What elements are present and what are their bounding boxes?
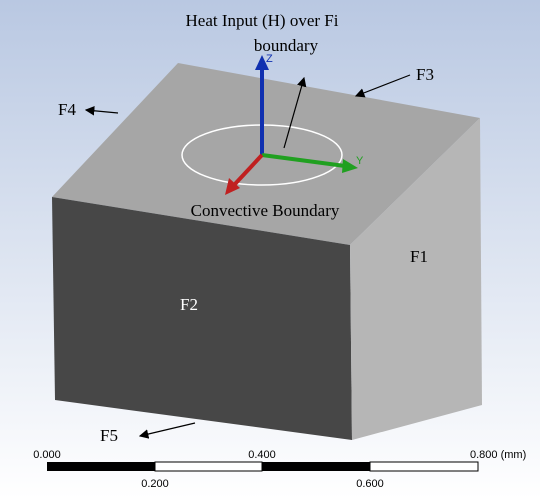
z-label: Z [266, 53, 273, 65]
scale-segment [369, 461, 479, 472]
right-face [350, 118, 482, 440]
face-label: F5 [100, 426, 118, 445]
scale-segment [47, 462, 155, 471]
heat-arrow [283, 76, 307, 149]
y-axis [261, 153, 346, 168]
x-axis [233, 153, 264, 186]
scale-label: 0.800 (mm) [470, 449, 526, 461]
x-arrowhead [225, 178, 240, 195]
f5-arrow [138, 422, 196, 439]
face-label: F4 [58, 100, 76, 119]
y-arrowhead [342, 159, 358, 173]
scale-label: 0.400 [248, 449, 276, 461]
front-face [52, 197, 352, 440]
scale-label: 0.000 [33, 449, 61, 461]
heat-label: Heat Input (H) over Fi [186, 11, 339, 30]
face-label: F1 [410, 247, 428, 266]
f4-arrow [84, 106, 119, 116]
scale-label: 0.600 [356, 478, 384, 490]
scale-segment [154, 461, 263, 472]
face-label: F2 [180, 295, 198, 314]
f3-arrow [354, 74, 411, 98]
y-label: Y [356, 155, 364, 167]
scale-label: 0.200 [141, 478, 169, 490]
convective-label: Convective Boundary [191, 201, 340, 220]
scale-segment [262, 462, 370, 471]
z-arrowhead [255, 55, 269, 70]
heat-label: boundary [254, 36, 319, 55]
face-label: F3 [416, 65, 434, 84]
